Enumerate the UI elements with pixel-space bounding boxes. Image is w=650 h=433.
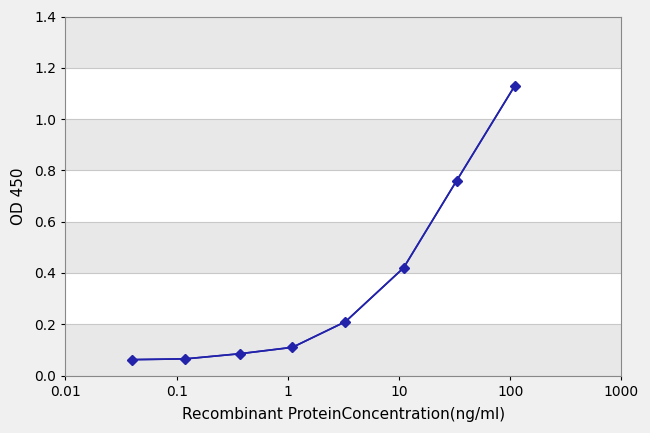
Bar: [66, 16, 621, 68]
Bar: [66, 68, 621, 119]
Bar: [66, 119, 621, 171]
Bar: [66, 273, 621, 324]
Y-axis label: OD 450: OD 450: [11, 167, 26, 225]
Bar: [66, 324, 621, 375]
Bar: [66, 171, 621, 222]
X-axis label: Recombinant ProteinConcentration(ng/ml): Recombinant ProteinConcentration(ng/ml): [182, 407, 505, 422]
Bar: [66, 222, 621, 273]
